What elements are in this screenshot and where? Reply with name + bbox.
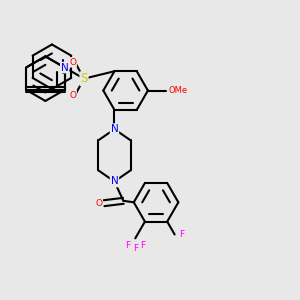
Text: F: F [140,241,145,250]
Text: O: O [69,91,76,100]
Text: O: O [95,199,102,208]
Text: OMe: OMe [169,86,188,95]
Text: S: S [80,72,88,85]
Text: N: N [111,176,118,187]
Text: F: F [133,244,138,253]
Text: F: F [179,230,184,239]
Text: N: N [61,62,69,73]
Text: N: N [111,124,118,134]
Text: F: F [125,241,130,250]
Text: O: O [69,58,76,67]
